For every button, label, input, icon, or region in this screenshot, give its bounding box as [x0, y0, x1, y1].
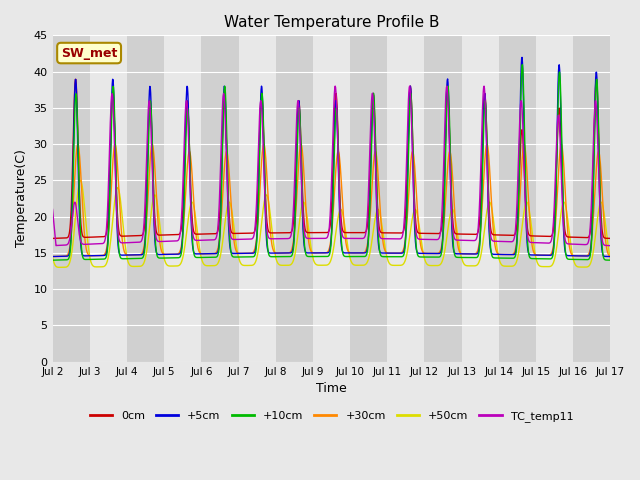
+30cm [49, 253, 56, 259]
0cm [593, 76, 600, 82]
Bar [424, 36, 461, 362]
+5cm [159, 252, 167, 257]
Line: +30cm: +30cm [52, 144, 611, 256]
+50cm [419, 248, 427, 254]
+5cm [518, 55, 526, 60]
+30cm [541, 252, 548, 258]
+10cm [173, 255, 180, 261]
+5cm [607, 253, 614, 259]
+10cm [159, 255, 167, 261]
Line: +5cm: +5cm [52, 58, 611, 256]
Line: 0cm: 0cm [52, 79, 611, 239]
Y-axis label: Temperature(C): Temperature(C) [15, 150, 28, 248]
0cm [49, 236, 56, 241]
Bar [127, 36, 164, 362]
0cm [418, 230, 426, 236]
+30cm [492, 246, 499, 252]
+30cm [419, 249, 427, 255]
+5cm [235, 251, 243, 256]
Title: Water Temperature Profile B: Water Temperature Profile B [224, 15, 439, 30]
+30cm [51, 253, 58, 259]
+5cm [49, 253, 56, 259]
+50cm [492, 236, 499, 241]
Bar [461, 36, 499, 362]
0cm [607, 236, 614, 241]
+50cm [49, 253, 56, 259]
+5cm [541, 252, 548, 258]
Line: +10cm: +10cm [52, 65, 611, 260]
+30cm [607, 253, 614, 259]
+5cm [418, 251, 426, 256]
Bar [350, 36, 387, 362]
+10cm [49, 257, 56, 263]
+50cm [541, 264, 548, 269]
+10cm [418, 254, 426, 260]
+50cm [173, 263, 181, 269]
+10cm [607, 257, 614, 263]
+10cm [491, 255, 499, 261]
+30cm [236, 251, 243, 256]
Bar [239, 36, 276, 362]
X-axis label: Time: Time [316, 382, 347, 395]
TC_temp11 [236, 237, 243, 242]
TC_temp11 [406, 83, 413, 89]
+10cm [541, 256, 548, 262]
Bar [202, 36, 239, 362]
0cm [540, 233, 548, 239]
+50cm [56, 264, 63, 270]
Bar [276, 36, 313, 362]
+30cm [173, 251, 181, 257]
+30cm [159, 251, 167, 257]
Bar [313, 36, 350, 362]
Line: +50cm: +50cm [52, 180, 611, 267]
Line: TC_temp11: TC_temp11 [52, 86, 611, 246]
TC_temp11 [49, 206, 56, 212]
Bar [164, 36, 202, 362]
0cm [173, 232, 180, 238]
+50cm [607, 256, 614, 262]
TC_temp11 [419, 237, 427, 242]
0cm [235, 230, 243, 236]
+5cm [491, 252, 499, 257]
Text: SW_met: SW_met [61, 47, 117, 60]
Bar [611, 36, 640, 362]
Legend: 0cm, +5cm, +10cm, +30cm, +50cm, TC_temp11: 0cm, +5cm, +10cm, +30cm, +50cm, TC_temp1… [85, 407, 578, 426]
TC_temp11 [159, 239, 167, 244]
Bar [387, 36, 424, 362]
Bar [52, 36, 90, 362]
+50cm [77, 178, 84, 183]
TC_temp11 [52, 243, 60, 249]
Bar [90, 36, 127, 362]
+5cm [173, 252, 180, 257]
0cm [491, 232, 499, 238]
TC_temp11 [492, 239, 499, 244]
+10cm [235, 254, 243, 260]
TC_temp11 [173, 238, 181, 244]
Bar [499, 36, 536, 362]
+10cm [518, 62, 526, 68]
+50cm [160, 253, 168, 259]
+50cm [236, 258, 244, 264]
0cm [159, 232, 167, 238]
TC_temp11 [541, 240, 548, 246]
Bar [573, 36, 611, 362]
+30cm [260, 141, 268, 147]
Bar [536, 36, 573, 362]
TC_temp11 [607, 243, 614, 249]
